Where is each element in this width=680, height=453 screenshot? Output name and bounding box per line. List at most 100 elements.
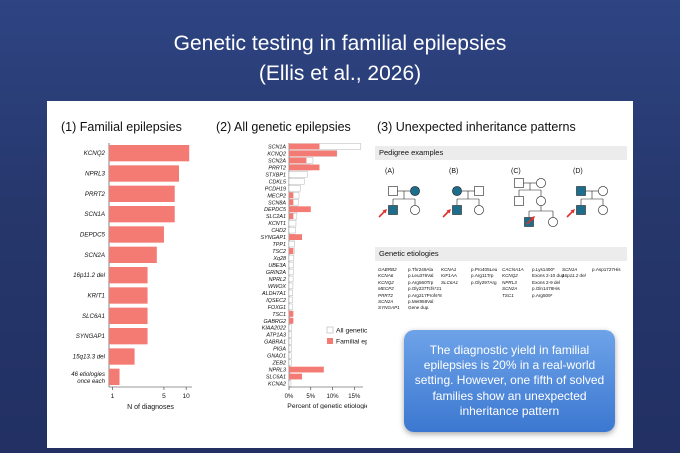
chart2-bar-familial <box>289 143 320 150</box>
chart1-y-tick-label: NPRL3 <box>85 171 106 178</box>
chart2-bar-all <box>288 261 294 269</box>
legend-label-all: All genetic epilepsies <box>336 328 367 335</box>
etiologies-header-bar: Genetic etiologies <box>375 247 627 261</box>
chart2-bar-familial <box>289 199 294 206</box>
chart2-y-tick-label: SCN1A <box>268 144 286 150</box>
chart2-bar-all <box>288 359 292 366</box>
chart2-y-tick-label: PCDH19 <box>265 186 286 192</box>
chart2-bar-all <box>288 227 296 234</box>
chart1-y-tick-label: 46 etiologies <box>71 372 105 378</box>
chart1-x-tick-label: 5 <box>162 393 166 400</box>
chart2-y-tick-label: SYNGAP1 <box>261 235 286 241</box>
chart2-bar-all <box>288 289 293 297</box>
panel3-title: (3) Unexpected inheritance patterns <box>377 120 576 134</box>
etiology-gene: SYNGAP1 <box>378 305 400 311</box>
etiology-gene: NPRL3 <box>502 279 517 285</box>
proband-arrow <box>570 209 575 214</box>
pedigree-female <box>548 217 558 227</box>
chart1-y-tick-label: KRIT1 <box>87 293 105 300</box>
etiology-variant: p.Met958Val <box>408 299 434 305</box>
pedigree-label: (B) <box>449 168 458 175</box>
etiology-gene: SCN2A <box>378 299 394 305</box>
etiology-variant: p.Lys1400* <box>532 267 555 272</box>
etiology-gene: SLC6A1 <box>441 279 459 285</box>
chart1-bar <box>109 267 148 284</box>
chart2-y-tick-label: TPP1 <box>273 242 286 248</box>
chart1-bar <box>109 165 180 182</box>
etiology-row: CACNA1A p.Lys1400* <box>502 267 564 273</box>
chart2-svg: SCN1AKCNQ2SCN2APRRT2STXBP1CDKL5PCDH19MEC… <box>261 143 367 409</box>
chart2-y-tick-label: UBE3A <box>268 263 286 269</box>
etiology-variant: p.Arg217Profs*8 <box>408 292 442 298</box>
chart2-title: (2) All genetic epilepsies <box>216 120 351 134</box>
pedigree-label: (D) <box>573 168 583 175</box>
chart1-x-tick-label: 1 <box>111 393 115 400</box>
chart2-bar-all <box>288 296 293 303</box>
chart2-bar-familial <box>289 206 311 213</box>
legend-swatch-familial <box>327 338 333 344</box>
chart1-x-axis-label: N of diagnoses <box>127 404 174 411</box>
pedigree-label: (A) <box>385 168 394 175</box>
etiology-column: CACNA1A p.Lys1400* KCNQ2 Exons 2-10 dup NPRL… <box>502 267 564 299</box>
pedigree-male <box>474 186 484 196</box>
etiology-variant: p.Thr249Ala <box>408 267 434 272</box>
etiology-column: SCN1A p.Asp1727His 16p11.2 del <box>562 267 621 280</box>
chart1-bar <box>109 185 175 202</box>
chart2-bar-familial <box>289 157 307 164</box>
chart2-y-tick-label: CHD2 <box>271 228 286 234</box>
etiology-row: SLC6A1 p.Gly297Arg <box>441 280 497 286</box>
etiology-column: KCNA1 p.Pro405Leu KIF1AA p.Arg11Trp SLC6A1 p.… <box>441 267 497 286</box>
chart2-bar-all <box>288 185 301 192</box>
chart2-bar-familial <box>289 164 320 171</box>
chart2-y-tick-label: DEPDC5 <box>264 207 287 213</box>
etiology-row: SCN1A p.Asp1727His <box>562 267 621 273</box>
chart2-y-tick-label: PRRT2 <box>268 165 286 171</box>
etiology-gene: TSC1 <box>502 292 514 298</box>
etiology-gene: SCN2A <box>502 286 518 292</box>
chart2-x-tick-label: 15% <box>348 394 361 400</box>
chart1-y-tick-label: PRRT2 <box>85 191 106 198</box>
chart2-y-tick-label: SCN2A <box>268 158 286 164</box>
pedigree-female <box>474 205 484 215</box>
chart2-y-tick-label: STXBP1 <box>265 172 286 178</box>
chart2-bar-all <box>288 380 292 387</box>
etiology-variant: p.Leu376Val <box>408 273 434 279</box>
chart2-y-tick-label: NPRL2 <box>269 277 286 283</box>
chart2-y-tick-label: KIAA2022 <box>262 326 286 332</box>
etiology-row: TSC1 p.Arg509* <box>502 293 564 299</box>
pedigree-male <box>514 196 524 206</box>
chart2-bar-all <box>288 178 305 185</box>
pedigree-header-bar: Pedigree examples <box>375 146 627 160</box>
etiology-row: KCNA1 p.Pro405Leu <box>441 267 497 273</box>
key-finding-callout: The diagnostic yield in familial epileps… <box>404 330 615 432</box>
chart1-bar <box>109 206 175 223</box>
chart1-bar <box>109 307 148 324</box>
proband-arrow <box>530 216 535 221</box>
pedigree-female <box>598 186 608 196</box>
etiology-row: KCNQ2 Exons 2-10 dup <box>502 273 564 279</box>
chart2-x-tick-label: 10% <box>327 394 340 400</box>
chart1-bar <box>109 368 120 385</box>
etiology-gene: SCN1A <box>562 267 578 272</box>
figure-panel: (1) Familial epilepsies (2) All genetic … <box>47 101 633 448</box>
etiology-row: PRRT2 p.Arg217Profs*8 <box>378 293 442 299</box>
chart2-y-tick-label: GRIN2A <box>266 270 286 276</box>
chart1-y-tick-label: 16p11.2 del <box>73 272 106 279</box>
chart2-bar-all <box>288 171 308 178</box>
etiology-gene: GABRB2 <box>378 267 397 272</box>
chart2-y-tick-label: GNAO1 <box>267 354 286 360</box>
chart2-bar-familial <box>289 373 303 380</box>
etiology-row: NPRL3 Exons 2-9 del <box>502 280 564 286</box>
chart1-y-tick-label: once each <box>77 379 105 385</box>
pedigree-male <box>388 186 398 196</box>
etiology-row: KIF1AA p.Arg11Trp <box>441 273 497 279</box>
chart2-bar-all <box>288 352 292 359</box>
etiology-variant: Exons 2-10 dup <box>532 273 565 279</box>
chart1-y-tick-label: SCN2A <box>84 252 105 259</box>
etiology-gene: KIF1AA <box>441 273 457 279</box>
etiology-variant: p.Arg11Trp <box>471 273 494 279</box>
chart2-y-tick-label: GABRG2 <box>264 319 286 325</box>
chart2-y-tick-label: ALDH7A1 <box>261 291 286 297</box>
chart2-bar-all <box>288 324 293 331</box>
chart2-y-tick-label: GABRA1 <box>264 340 286 346</box>
